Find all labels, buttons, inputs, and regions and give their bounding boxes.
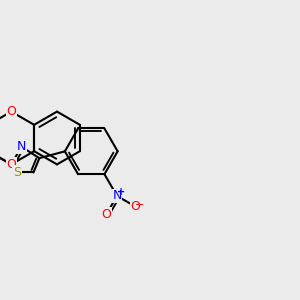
- Text: −: −: [135, 200, 145, 210]
- Text: S: S: [13, 166, 21, 179]
- Text: O: O: [6, 158, 16, 171]
- Text: O: O: [6, 105, 16, 118]
- Text: N: N: [17, 140, 26, 153]
- Text: N: N: [112, 189, 122, 203]
- Text: O: O: [130, 200, 140, 213]
- Text: O: O: [101, 208, 111, 221]
- Text: +: +: [117, 187, 125, 197]
